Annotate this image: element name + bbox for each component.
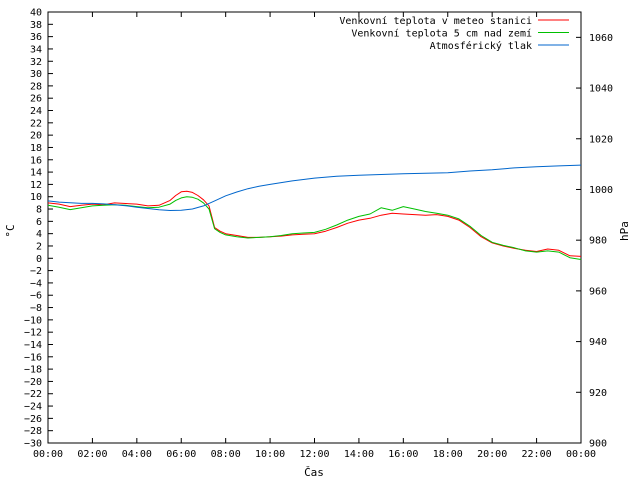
- y2-tick-label: 900: [589, 439, 607, 450]
- y-tick-label: 2: [36, 241, 42, 252]
- x-tick-label: 22:00: [522, 449, 552, 460]
- y-tick-label: 28: [30, 81, 42, 92]
- y-tick-label: −8: [30, 303, 42, 314]
- y-tick-label: −4: [30, 278, 42, 289]
- y-tick-label: 10: [30, 192, 42, 203]
- y-tick-label: 38: [30, 20, 42, 31]
- y-tick-label: 40: [30, 8, 42, 19]
- y-tick-label: 12: [30, 180, 42, 191]
- legend-label-2: Venkovní teplota 5 cm nad zemí: [351, 28, 532, 40]
- y2-tick-label: 920: [589, 388, 607, 399]
- y2-tick-label: 960: [589, 286, 607, 297]
- y-tick-label: −22: [24, 389, 42, 400]
- y-tick-label: −30: [24, 439, 42, 450]
- x-tick-label: 20:00: [477, 449, 507, 460]
- y-tick-label: −26: [24, 414, 42, 425]
- y2-tick-label: 1000: [589, 185, 613, 196]
- series-line-3: [47, 164, 582, 211]
- legend: Venkovní teplota v meteo staniciVenkovní…: [339, 15, 569, 52]
- y-tick-label: 16: [30, 155, 42, 166]
- y-tick-label: 22: [30, 118, 42, 129]
- x-tick-label: 18:00: [433, 449, 463, 460]
- y-tick-label: 30: [30, 69, 42, 80]
- y-tick-label: 14: [30, 168, 42, 179]
- y-tick-label: 6: [36, 217, 42, 228]
- x-tick-label: 00:00: [566, 449, 596, 460]
- y-tick-label: 0: [36, 254, 42, 265]
- y-tick-label: −18: [24, 365, 42, 376]
- y2-tick-label: 980: [589, 236, 607, 247]
- y-tick-label: −20: [24, 377, 42, 388]
- x-tick-label: 12:00: [299, 449, 329, 460]
- y-tick-label: 36: [30, 32, 42, 43]
- y-tick-label: 8: [36, 205, 42, 216]
- y-tick-label: 4: [36, 229, 42, 240]
- y-tick-label: 24: [30, 106, 42, 117]
- y2-tick-label: 1060: [589, 33, 613, 44]
- y-tick-label: −24: [24, 402, 42, 413]
- axes-layer: 4038363432302826242220181614121086420−2−…: [24, 8, 613, 461]
- y2-tick-label: 1040: [589, 84, 613, 95]
- y-tick-label: 20: [30, 131, 42, 142]
- y-tick-label: 18: [30, 143, 42, 154]
- legend-label-1: Venkovní teplota v meteo stanici: [339, 15, 532, 27]
- x-tick-label: 00:00: [33, 449, 63, 460]
- y2-tick-label: 940: [589, 337, 607, 348]
- x-tick-label: 16:00: [388, 449, 418, 460]
- y2-axis-label: hPa: [618, 221, 631, 241]
- y-tick-label: −10: [24, 315, 42, 326]
- labels-layer: °C hPa Čas: [4, 221, 631, 479]
- y-tick-label: −6: [30, 291, 42, 302]
- x-tick-label: 02:00: [77, 449, 107, 460]
- x-tick-label: 08:00: [211, 449, 241, 460]
- x-tick-label: 06:00: [166, 449, 196, 460]
- y-axis-label: °C: [4, 224, 17, 237]
- legend-label-3: Atmosférický tlak: [430, 40, 532, 52]
- x-tick-label: 14:00: [344, 449, 374, 460]
- series-line-2: [47, 196, 582, 260]
- y-tick-label: −12: [24, 328, 42, 339]
- y-tick-label: −14: [24, 340, 42, 351]
- y-tick-label: −16: [24, 352, 42, 363]
- series-layer: [47, 164, 582, 260]
- y-tick-label: −28: [24, 426, 42, 437]
- x-axis-label: Čas: [304, 466, 324, 479]
- x-tick-label: 10:00: [255, 449, 285, 460]
- y2-tick-label: 1020: [589, 134, 613, 145]
- y-tick-label: 26: [30, 94, 42, 105]
- x-tick-label: 04:00: [122, 449, 152, 460]
- y-tick-label: −2: [30, 266, 42, 277]
- y-tick-label: 34: [30, 44, 42, 55]
- y-tick-label: 32: [30, 57, 42, 68]
- series-line-1: [47, 190, 582, 257]
